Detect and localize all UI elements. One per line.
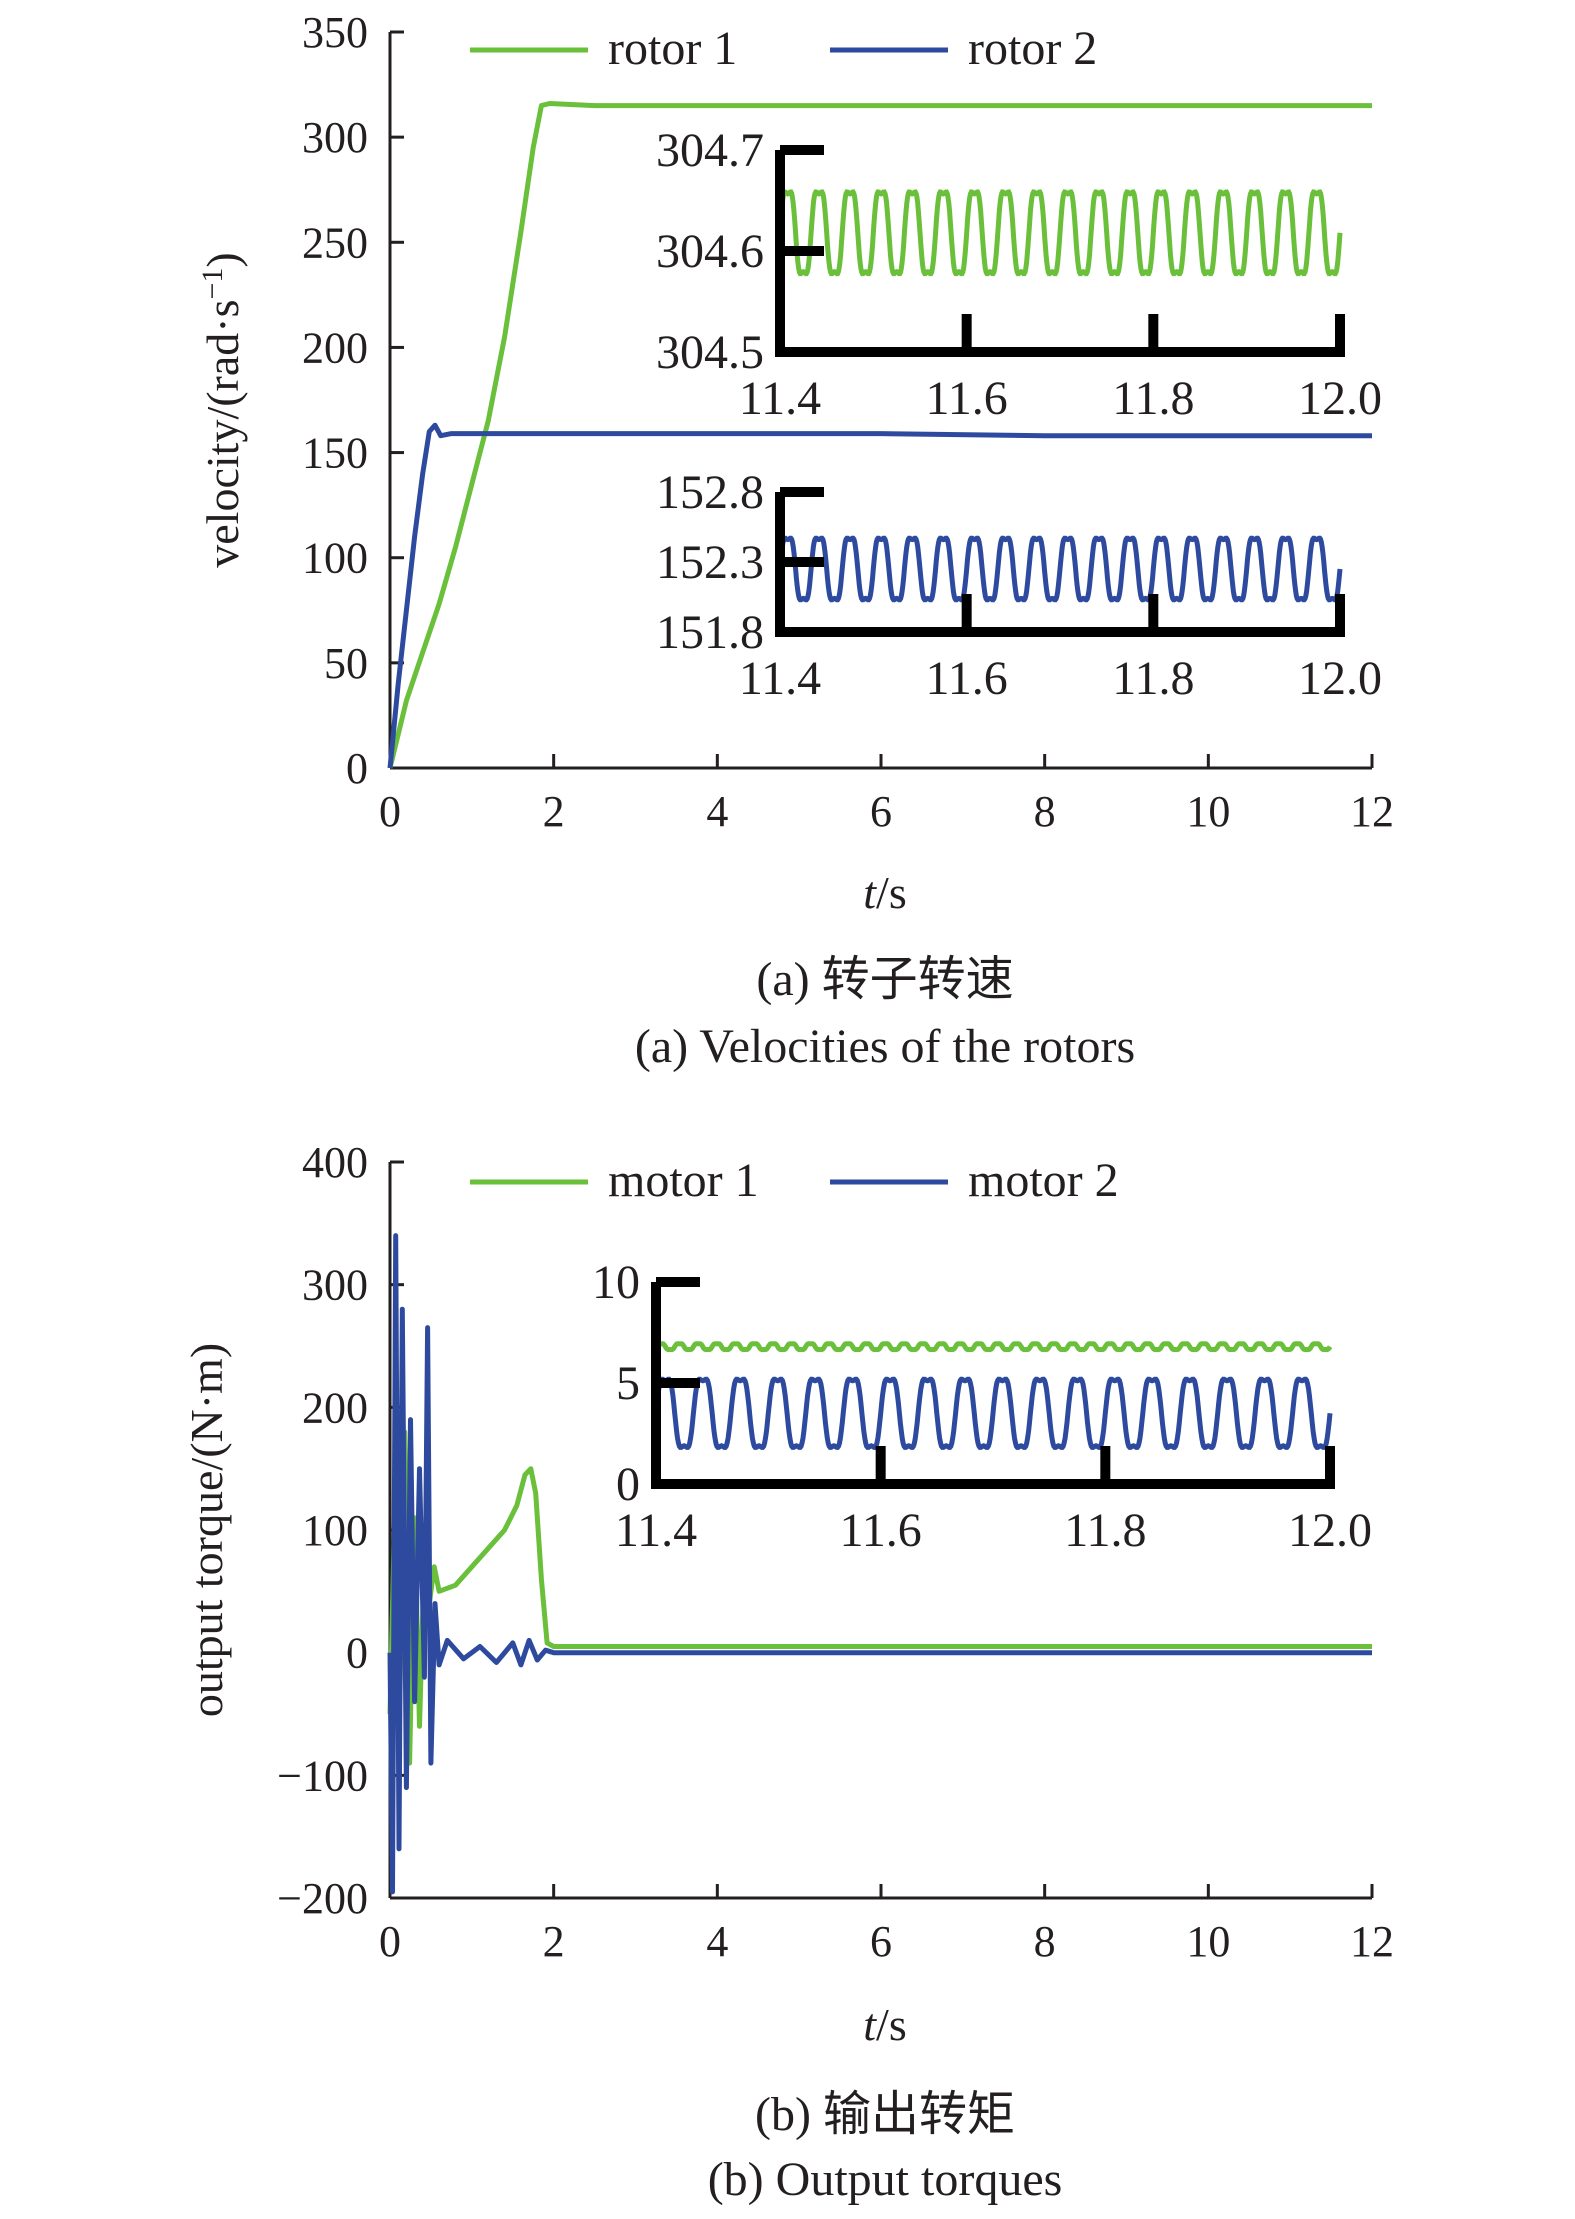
y-tick-label: 200: [302, 323, 368, 372]
y-tick-label: 0: [346, 1629, 368, 1678]
inset-x-tick-label: 11.6: [926, 652, 1008, 705]
y-tick-label: 0: [346, 744, 368, 793]
y-tick-label: 150: [302, 429, 368, 478]
x-tick-label: 2: [543, 787, 565, 836]
x-tick-label: 2: [543, 1917, 565, 1966]
inset-x-tick-label: 11.6: [840, 1504, 922, 1557]
inset-2: 151.8 152.3 152.8 11.4 11.6 11.8 12.0: [656, 466, 1382, 705]
inset-x-tick-label: 12.0: [1298, 372, 1382, 425]
y-tick-label: −200: [277, 1874, 368, 1923]
inset-y-tick-label: 152.3: [656, 536, 764, 589]
panel-a-caption-cn: (a) 转子转速: [756, 953, 1013, 1006]
inset-y-tick-label: 5: [616, 1357, 640, 1410]
inset-x-tick-label: 11.8: [1112, 372, 1194, 425]
panel-b-caption-cn: (b) 输出转矩: [755, 2088, 1015, 2141]
panel-b-insets: 0 5 10 11.4 11.6 11.8 12.0: [592, 1256, 1372, 1557]
legend-label-rotor-1: rotor 1: [608, 22, 737, 75]
y-tick-label: 200: [302, 1383, 368, 1432]
x-tick-label: 8: [1034, 1917, 1056, 1966]
y-tick-label: 400: [302, 1138, 368, 1187]
x-tick-label: 4: [706, 787, 728, 836]
y-tick-label: 300: [302, 113, 368, 162]
x-tick-label: 10: [1186, 1917, 1230, 1966]
inset-x-tick-label: 12.0: [1288, 1504, 1372, 1557]
x-tick-label: 4: [706, 1917, 728, 1966]
x-tick-label: 10: [1186, 787, 1230, 836]
inset-line-motor-1: [653, 1341, 1333, 1353]
inset-x-tick-label: 11.4: [615, 1504, 697, 1557]
x-tick-label: 0: [379, 787, 401, 836]
legend-label-motor-2: motor 2: [968, 1154, 1119, 1207]
panel-b-torques: 0 2 4 6 8 10 12 −200 −100 0 100 200 300 400 0 5 10 11.4 1…: [181, 1138, 1394, 2206]
inset-y-tick-label: 151.8: [656, 606, 764, 659]
inset-y-tick-label: 304.5: [656, 326, 764, 379]
inset-x-tick-label: 11.8: [1112, 652, 1194, 705]
inset-x-tick-label: 11.4: [739, 652, 821, 705]
series-line-motor-2: [387, 1233, 1372, 1895]
series-line-motor-1: [387, 1429, 1372, 1766]
x-tick-label: 6: [870, 1917, 892, 1966]
inset-x-tick-label: 11.8: [1064, 1504, 1146, 1557]
y-tick-label: 350: [302, 8, 368, 57]
inset-line-rotor-2: [777, 535, 1343, 603]
series-line-rotor-1: [387, 101, 1372, 769]
inset-y-tick-label: 304.6: [656, 225, 764, 278]
inset-line-motor-2: [653, 1376, 1333, 1450]
inset-x-tick-label: 11.6: [926, 372, 1008, 425]
panel-a-xlabel: t/s: [863, 867, 906, 918]
inset-1: 304.5 304.6 304.7 11.4 11.6 11.8 12.0: [656, 124, 1382, 425]
legend-label-rotor-2: rotor 2: [968, 22, 1097, 75]
x-tick-label: 8: [1034, 787, 1056, 836]
x-tick-label: 6: [870, 787, 892, 836]
y-tick-label: 250: [302, 218, 368, 267]
inset-y-tick-label: 10: [592, 1256, 640, 1309]
x-tick-label: 12: [1350, 787, 1394, 836]
inset-1: 0 5 10 11.4 11.6 11.8 12.0: [592, 1256, 1372, 1557]
inset-y-tick-label: 0: [616, 1458, 640, 1511]
y-tick-label: 100: [302, 1506, 368, 1555]
panel-a-ticks: 0 2 4 6 8 10 12 0 50 100 150 200 250 300 350: [302, 8, 1394, 836]
inset-x-tick-label: 12.0: [1298, 652, 1382, 705]
panel-a-ylabel: velocity/(rad·s−1): [196, 252, 248, 567]
inset-line-rotor-1: [777, 189, 1343, 277]
panel-b-series: [387, 1233, 1372, 1895]
inset-x-tick-label: 11.4: [739, 372, 821, 425]
legend-label-motor-1: motor 1: [608, 1154, 759, 1207]
y-tick-label: 100: [302, 534, 368, 583]
panel-b-ylabel: output torque/(N·m): [181, 1343, 232, 1717]
panel-b-xlabel: t/s: [863, 1999, 906, 2050]
series-line-rotor-2: [387, 422, 1372, 769]
panel-a-caption-en: (a) Velocities of the rotors: [635, 1020, 1135, 1073]
inset-y-tick-label: 304.7: [656, 124, 764, 177]
y-tick-label: −100: [277, 1751, 368, 1800]
panel-b-caption-en: (b) Output torques: [708, 2153, 1063, 2206]
panel-a-insets: 304.5 304.6 304.7 11.4 11.6 11.8 12.0 151.8 152.…: [656, 124, 1382, 705]
x-tick-label: 0: [379, 1917, 401, 1966]
inset-y-tick-label: 152.8: [656, 466, 764, 519]
panel-a-axes: [388, 32, 1372, 770]
y-tick-label: 50: [324, 639, 368, 688]
x-tick-label: 12: [1350, 1917, 1394, 1966]
y-tick-label: 300: [302, 1261, 368, 1310]
panel-a-series: [387, 101, 1372, 769]
